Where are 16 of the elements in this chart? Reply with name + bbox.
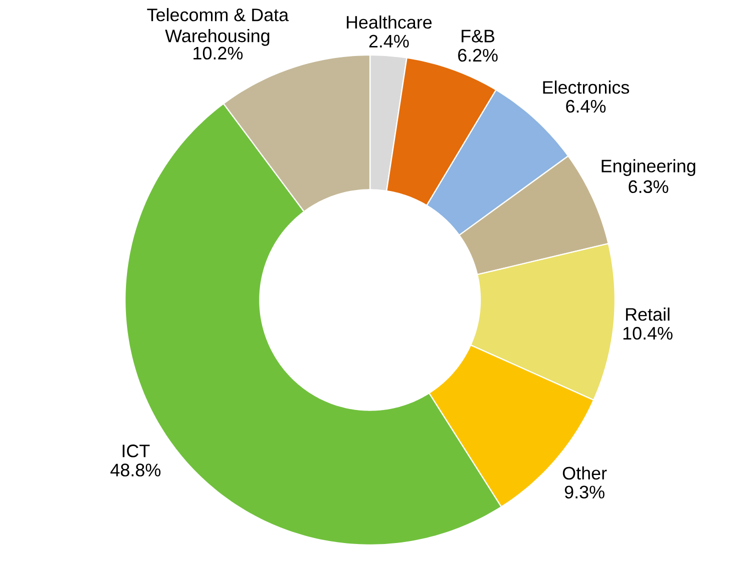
slice-label: ICT — [122, 444, 150, 458]
slice-label: Telecomm & Data Warehousing — [147, 8, 289, 46]
data-label: 10.4% — [623, 326, 672, 340]
data-label: 6.2% — [458, 48, 498, 62]
slice-label: Electronics — [543, 80, 630, 94]
data-label: 6.4% — [566, 100, 606, 113]
slice-label: Retail — [626, 308, 670, 321]
slice-label: Engineering — [602, 159, 696, 176]
data-label: 9.3% — [564, 486, 604, 498]
slice-label: Other — [562, 466, 607, 480]
data-label: 6.3% — [628, 180, 668, 194]
slice-label: Healthcare — [346, 15, 432, 29]
data-label: 2.4% — [369, 34, 409, 48]
data-label: 10.2% — [194, 46, 243, 60]
slice-label: F&B — [462, 30, 494, 42]
data-label: 48.8% — [110, 464, 160, 476]
